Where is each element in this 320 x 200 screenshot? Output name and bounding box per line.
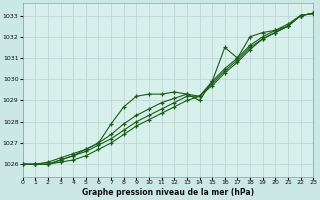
X-axis label: Graphe pression niveau de la mer (hPa): Graphe pression niveau de la mer (hPa) bbox=[82, 188, 254, 197]
